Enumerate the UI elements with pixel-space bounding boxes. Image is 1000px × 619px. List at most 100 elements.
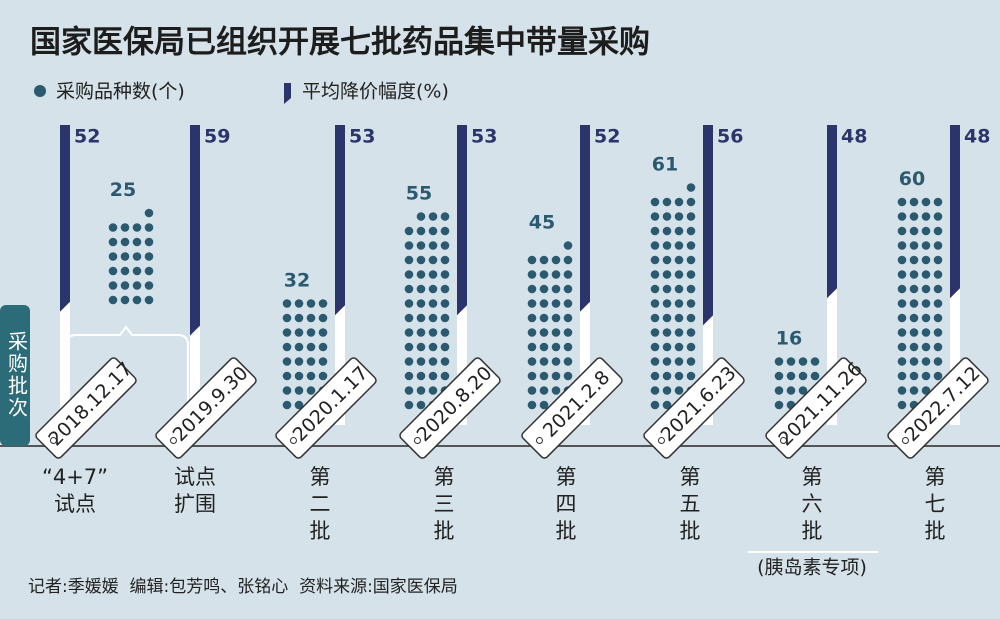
dot: [539, 386, 549, 395]
batch-label: “4+7”: [42, 465, 108, 489]
dot: [108, 295, 118, 305]
dot: [551, 357, 561, 366]
dot: [132, 223, 142, 232]
batch-label: 批: [434, 519, 455, 543]
batch-label: 第: [925, 465, 946, 489]
y-axis-label: 采购批次: [5, 331, 29, 419]
dot: [428, 371, 438, 381]
dot: [306, 342, 316, 352]
bar: [827, 125, 837, 299]
dot: [428, 255, 438, 265]
dot: [416, 284, 426, 294]
dot: [909, 270, 919, 279]
dot: [662, 270, 672, 279]
dot: [933, 328, 943, 337]
dot: [563, 357, 573, 366]
footer: 记者:季媛媛 编辑:包芳鸣、张铭心 资料来源:国家医保局: [28, 577, 458, 597]
dot: [933, 212, 943, 221]
dot: [650, 357, 660, 366]
dot: [404, 328, 414, 337]
dot: [440, 342, 450, 352]
dot: [404, 226, 414, 236]
dot: [318, 328, 328, 337]
date-tag: 2021.2.8: [521, 357, 623, 459]
dot: [897, 299, 907, 308]
dot: [539, 299, 549, 308]
bar: [703, 125, 713, 326]
dot: [539, 400, 549, 410]
dot: [650, 342, 660, 352]
batch-label: 批: [680, 519, 701, 543]
dot: [440, 255, 450, 265]
dot: [774, 386, 784, 395]
dot: [318, 371, 328, 381]
dot: [909, 226, 919, 236]
dot: [909, 284, 919, 294]
batch-label: 三: [434, 492, 455, 516]
bar-value: 48: [841, 126, 867, 148]
dot: [933, 197, 943, 207]
dot: [774, 357, 784, 366]
tag-hole: [289, 437, 297, 445]
dot: [650, 197, 660, 207]
tag-box: [521, 357, 623, 459]
dot: [563, 342, 573, 352]
dot: [294, 299, 304, 308]
dot: [686, 371, 696, 381]
dot: [897, 371, 907, 381]
dot: [909, 241, 919, 250]
dot: [144, 208, 154, 218]
dot: [897, 328, 907, 337]
tag-box: [643, 357, 745, 459]
dot: [551, 313, 561, 323]
dot: [306, 313, 316, 323]
dot: [132, 252, 142, 261]
dot: [662, 386, 672, 395]
dot: [650, 241, 660, 250]
tag-box: [399, 357, 501, 459]
dot: [933, 299, 943, 308]
dot: [539, 357, 549, 366]
dot: [686, 299, 696, 308]
dot: [144, 266, 154, 276]
dot: [662, 371, 672, 381]
dot: [440, 328, 450, 337]
dot: [921, 255, 931, 265]
dot: [428, 226, 438, 236]
bar: [950, 125, 960, 299]
bar-value: 52: [594, 126, 620, 148]
dot: [527, 357, 537, 366]
dot: [921, 313, 931, 323]
dot: [416, 226, 426, 236]
dot: [416, 241, 426, 250]
dot: [662, 313, 672, 323]
dot: [416, 212, 426, 221]
dot: [563, 270, 573, 279]
dot: [416, 386, 426, 395]
note: (胰岛素专项): [757, 557, 867, 579]
bar: [190, 125, 200, 336]
tag-hole: [779, 437, 787, 445]
dot: [428, 270, 438, 279]
dot: [282, 313, 292, 323]
dot: [404, 400, 414, 410]
dot: [909, 357, 919, 366]
bar-value: 56: [717, 126, 743, 148]
dot: [686, 183, 696, 192]
dot: [416, 313, 426, 323]
tag-hole: [535, 437, 543, 445]
dot: [416, 400, 426, 410]
dot: [674, 386, 684, 395]
dot: [897, 400, 907, 410]
dot: [551, 255, 561, 265]
date-label: 2020.8.20: [413, 362, 497, 446]
dot: [909, 212, 919, 221]
dot: [306, 386, 316, 395]
bar-value: 52: [74, 126, 100, 148]
dot: [440, 357, 450, 366]
tag-box: [155, 357, 257, 459]
dot: [404, 342, 414, 352]
dot-value: 32: [284, 270, 310, 292]
dot: [686, 313, 696, 323]
